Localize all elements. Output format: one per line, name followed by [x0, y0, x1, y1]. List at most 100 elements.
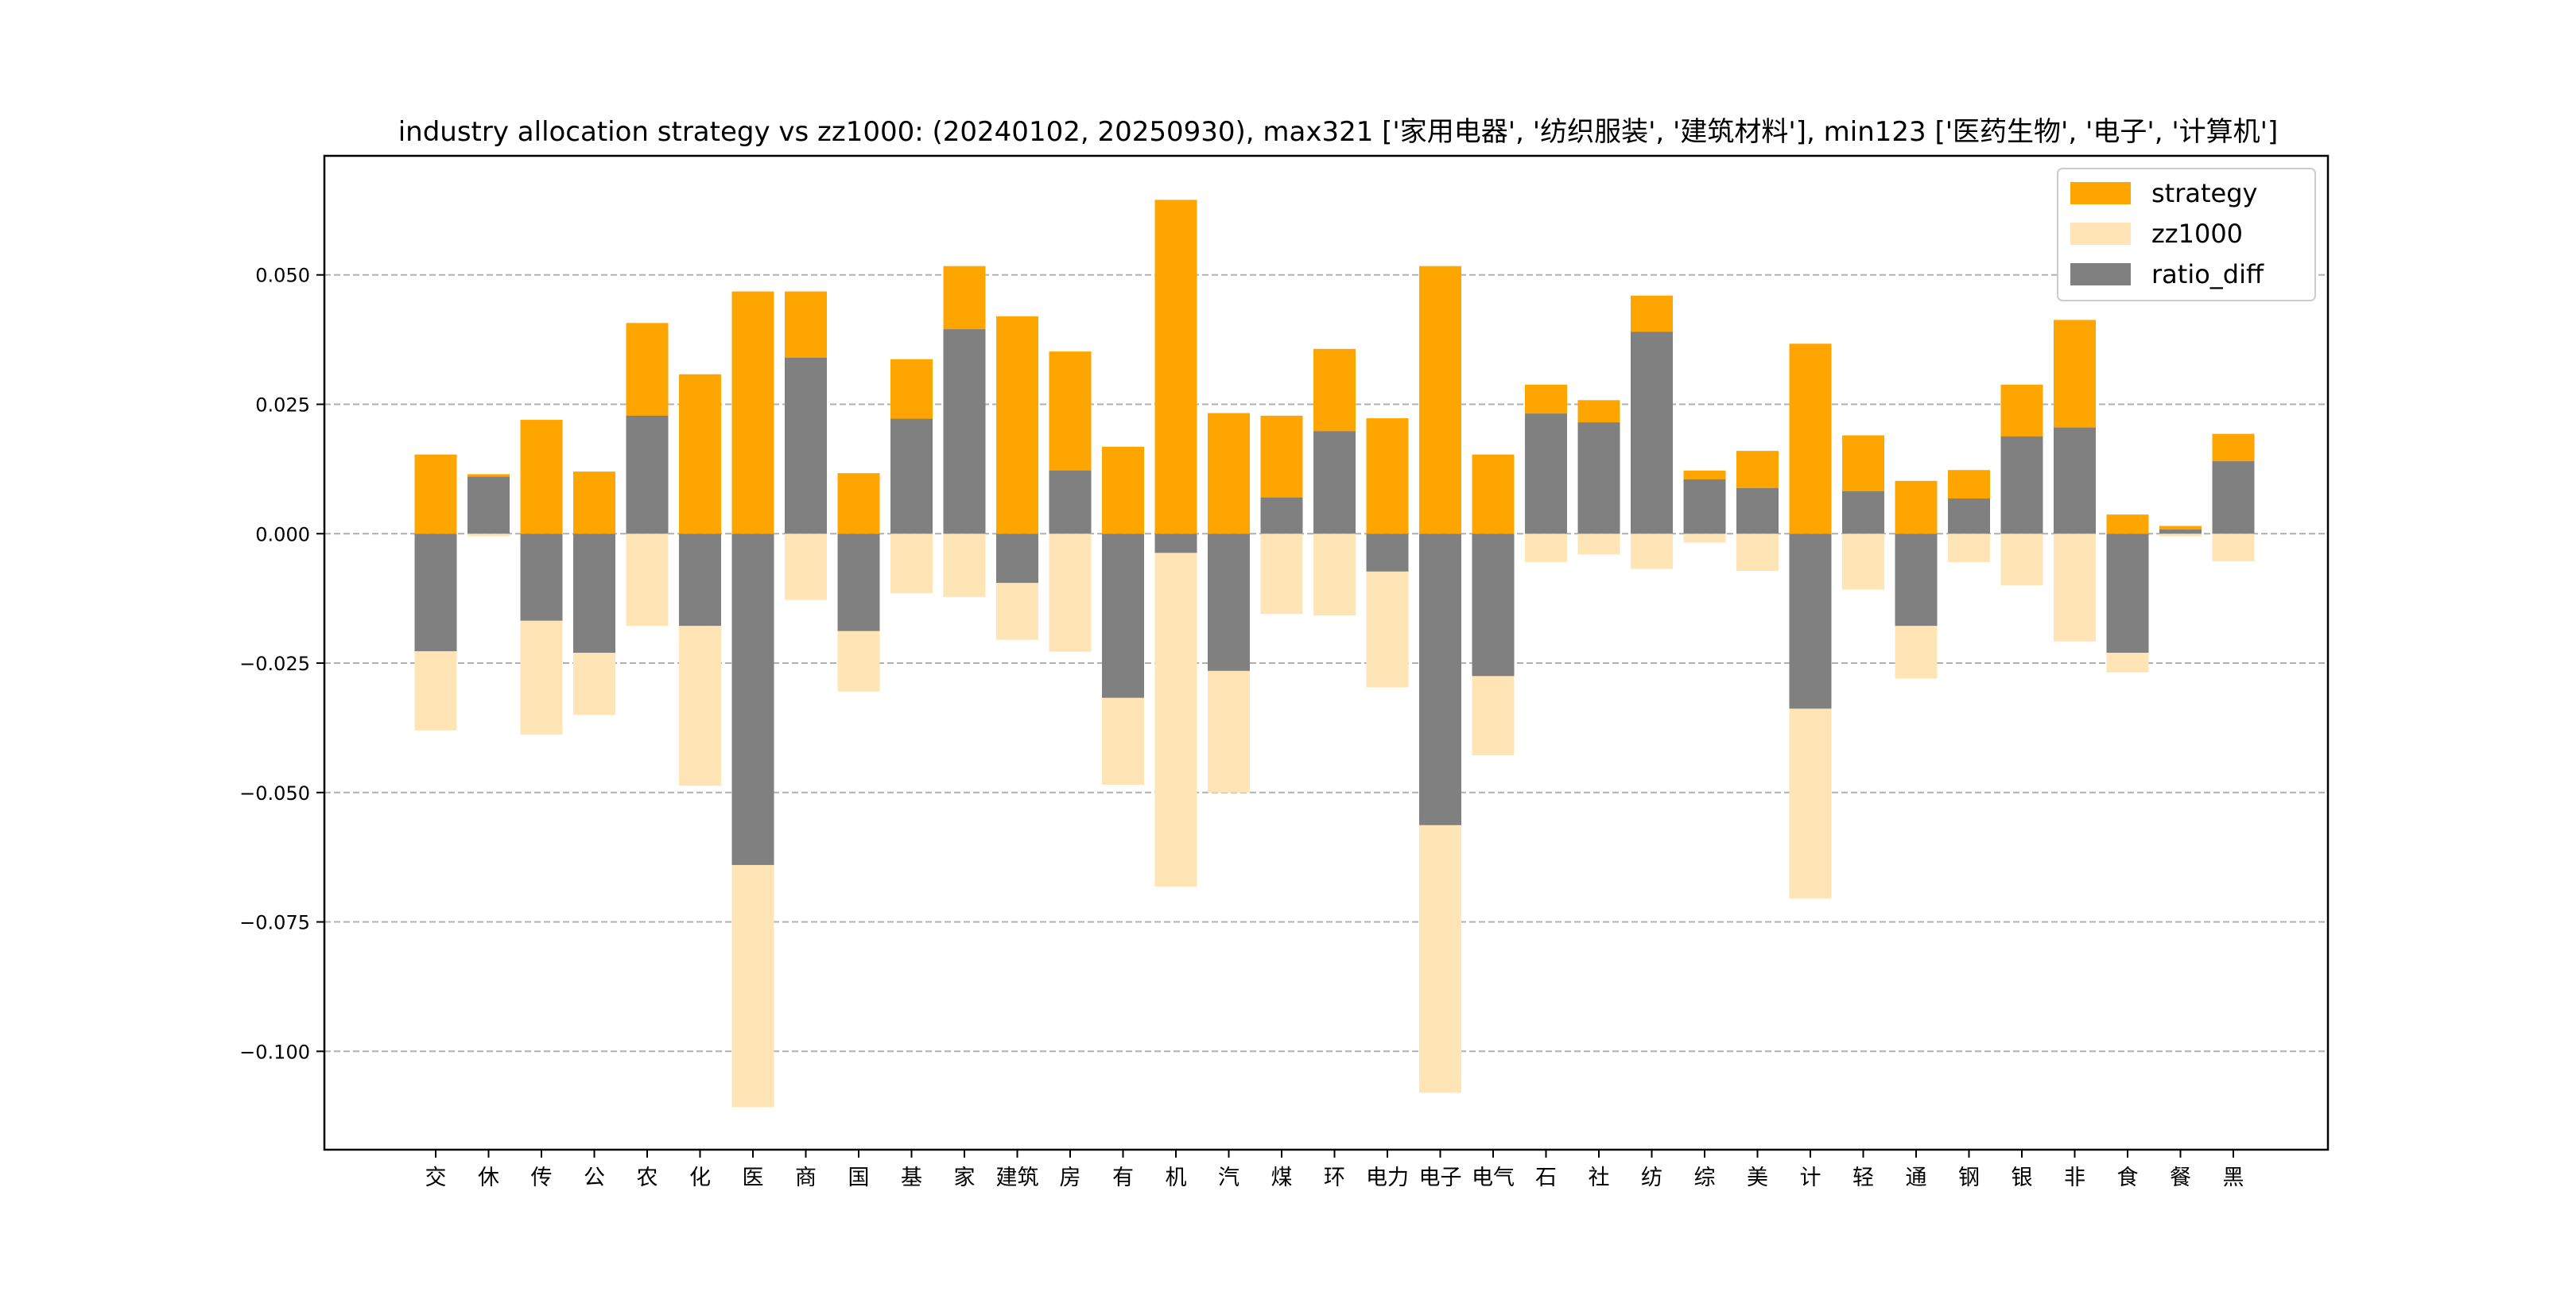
legend: strategy zz1000 ratio_diff: [2057, 168, 2316, 301]
strategy-bar: [679, 374, 721, 534]
category-group: [2054, 320, 2096, 642]
category-group: [1948, 470, 1990, 563]
x-tick-label: 家: [954, 1166, 976, 1190]
x-tick-label: 电气: [1472, 1166, 1515, 1190]
ratio-diff-bar: [1895, 533, 1938, 627]
zz1000-bar: [890, 533, 933, 594]
strategy-bar: [731, 291, 774, 534]
strategy-bar: [1895, 480, 1938, 534]
category-group: [2106, 514, 2149, 673]
category-group: [1208, 413, 1250, 793]
category-group: [1789, 343, 1832, 899]
zz1000-bar: [2054, 533, 2096, 642]
x-tick-label: 非: [2064, 1166, 2085, 1190]
category-group: [573, 471, 615, 716]
x-tick-label: 环: [1324, 1166, 1345, 1190]
x-tick-label: 石: [1535, 1166, 1557, 1190]
legend-label-zz1000: zz1000: [2151, 219, 2243, 249]
category-group: [1577, 400, 1620, 555]
bars-layer: [414, 200, 2255, 1108]
strategy-bar: [2106, 514, 2149, 534]
zz1000-bar: [1842, 533, 1884, 590]
x-tick-label: 社: [1589, 1166, 1610, 1190]
strategy-bar: [573, 471, 615, 534]
category-group: [1683, 470, 1726, 543]
x-tick-label: 通: [1906, 1166, 1927, 1190]
x-tick-label: 农: [637, 1166, 658, 1190]
zz1000-bar: [2212, 533, 2255, 561]
y-tick-label: 0.025: [255, 394, 310, 417]
x-tick-label: 电子: [1419, 1166, 1462, 1190]
strategy-bar: [1419, 266, 1461, 534]
category-group: [2000, 384, 2043, 586]
legend-swatch-ratio_diff: [2070, 263, 2131, 285]
x-tick-label: 计: [1800, 1166, 1821, 1190]
x-tick-label: 食: [2117, 1166, 2139, 1190]
ratio-diff-bar: [996, 533, 1038, 584]
ratio-diff-bar: [1789, 533, 1832, 709]
x-tick-label: 煤: [1271, 1166, 1293, 1190]
x-tick-label: 传: [531, 1166, 553, 1190]
strategy-bar: [1472, 454, 1515, 534]
x-tick-label: 黑: [2223, 1166, 2244, 1190]
zz1000-bar: [2159, 533, 2202, 537]
ratio-diff-bar: [1102, 533, 1144, 698]
zz1000-bar: [1683, 533, 1726, 543]
x-tick-label: 交: [425, 1166, 447, 1190]
ratio-diff-bar: [1049, 470, 1092, 534]
x-tick-label: 房: [1060, 1166, 1081, 1190]
zz1000-bar: [2000, 533, 2043, 586]
ratio-diff-bar: [1948, 498, 1990, 534]
chart-title: industry allocation strategy vs zz1000: …: [398, 116, 2279, 148]
category-group: [1313, 348, 1356, 616]
x-tick-label: 轻: [1852, 1166, 1874, 1190]
category-group: [785, 291, 827, 600]
y-tick-label: −0.100: [239, 1041, 310, 1063]
x-tick-label: 建筑: [996, 1166, 1039, 1190]
category-group: [2159, 526, 2202, 537]
legend-swatch-strategy: [2070, 182, 2131, 204]
ratio-diff-bar: [1472, 533, 1515, 677]
category-group: [1895, 480, 1938, 679]
category-group: [1102, 446, 1144, 786]
category-group: [1366, 418, 1409, 688]
category-group: [1419, 266, 1461, 1093]
x-tick-label: 钢: [1958, 1166, 1980, 1190]
category-group: [414, 454, 457, 731]
legend-label-ratio_diff: ratio_diff: [2151, 259, 2264, 289]
zz1000-bar: [1049, 533, 1092, 652]
category-group: [679, 374, 721, 786]
category-group: [1842, 435, 1884, 590]
ratio-diff-bar: [731, 533, 774, 865]
x-tick-label: 银: [2012, 1166, 2033, 1190]
strategy-bar: [1102, 446, 1144, 534]
x-tick-label: 医: [743, 1166, 764, 1190]
x-tick-label: 美: [1747, 1166, 1768, 1190]
category-group: [996, 316, 1038, 640]
ratio-diff-bar: [2106, 533, 2149, 653]
strategy-bar: [1366, 418, 1409, 534]
zz1000-bar: [467, 533, 510, 537]
x-tick-label: 有: [1112, 1166, 1134, 1190]
category-group: [890, 359, 933, 594]
category-group: [1736, 451, 1779, 572]
ratio-diff-bar: [520, 533, 563, 621]
y-tick-label: 0.000: [255, 523, 310, 545]
ratio-diff-bar: [626, 415, 669, 534]
plot-frame: [323, 154, 2330, 1151]
category-group: [2212, 433, 2255, 561]
ratio-diff-bar: [1736, 487, 1779, 534]
ratio-diff-bar: [1419, 533, 1461, 825]
y-axis: 0.050 0.025 0.000 −0.025 −0.050 −0.075 −0.100: [239, 265, 324, 1063]
ratio-diff-bar: [1366, 533, 1409, 572]
zz1000-bar: [1260, 533, 1303, 615]
ratio-diff-bar: [943, 329, 986, 534]
zz1000-bar: [1313, 533, 1356, 616]
y-tick-label: −0.050: [239, 782, 310, 805]
category-group: [1049, 351, 1092, 652]
x-tick-label: 电力: [1366, 1166, 1409, 1190]
x-tick-label: 机: [1166, 1166, 1187, 1190]
ratio-diff-bar: [785, 357, 827, 534]
